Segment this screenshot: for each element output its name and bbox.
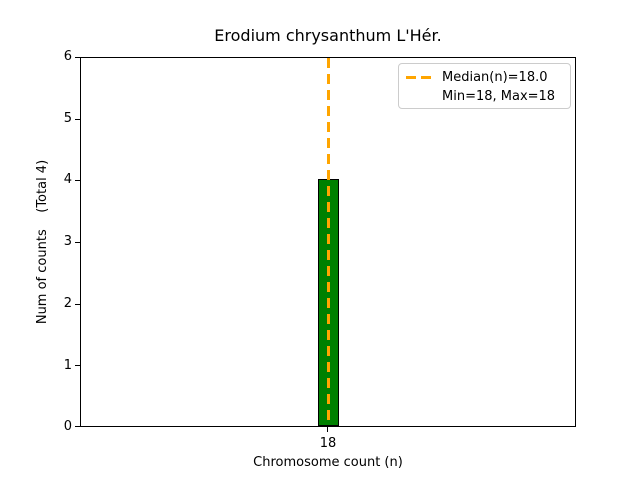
ytick-mark-6 [75, 57, 80, 58]
ytick-label-0: 0 [63, 419, 72, 434]
xtick-mark-18 [327, 427, 328, 432]
legend-entry-minmax: Min=18, Max=18 [406, 87, 563, 106]
ytick-mark-4 [75, 180, 80, 181]
ytick-label-1: 1 [63, 358, 72, 373]
ytick-mark-3 [75, 242, 80, 243]
legend-label-minmax: Min=18, Max=18 [442, 89, 556, 104]
ytick-mark-1 [75, 365, 80, 366]
ytick-label-5: 5 [63, 111, 72, 126]
legend-handle-spacer [406, 95, 433, 98]
median-dashed-line-icon [406, 76, 433, 79]
y-axis-label: Num of counts (Total 4) [35, 159, 50, 325]
legend: Median(n)=18.0 Min=18, Max=18 [398, 63, 571, 109]
xtick-label-18: 18 [319, 436, 337, 451]
ytick-mark-0 [75, 426, 80, 427]
x-axis-label: Chromosome count (n) [253, 455, 403, 470]
ytick-label-4: 4 [63, 172, 72, 187]
plot-area [80, 57, 576, 427]
ytick-label-2: 2 [63, 296, 72, 311]
ytick-mark-2 [75, 304, 80, 305]
chart-title: Erodium chrysanthum L'Hér. [214, 26, 442, 45]
median-line [327, 58, 330, 426]
ytick-mark-5 [75, 119, 80, 120]
legend-entry-median: Median(n)=18.0 [406, 68, 563, 87]
legend-label-median: Median(n)=18.0 [442, 70, 548, 85]
ytick-label-3: 3 [63, 234, 72, 249]
ytick-label-6: 6 [63, 49, 72, 64]
